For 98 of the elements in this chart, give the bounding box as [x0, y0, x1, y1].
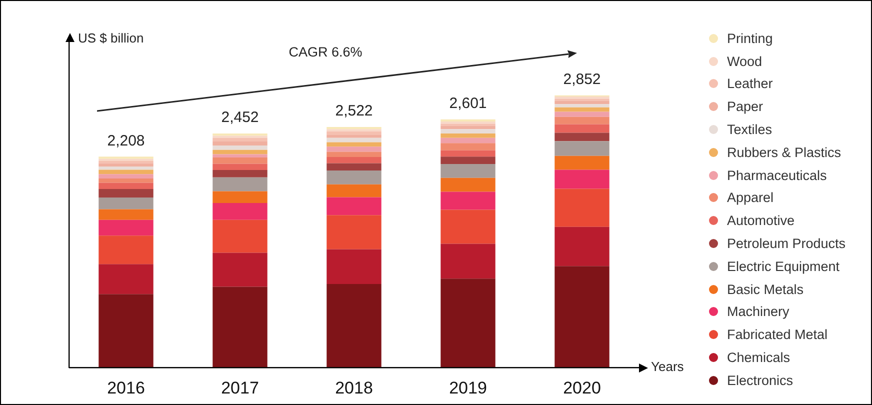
bar — [440, 178, 496, 192]
y-axis-title: US $ billion — [78, 30, 144, 46]
bar — [440, 138, 496, 144]
bar — [212, 286, 268, 368]
legend-label: Petroleum Products — [727, 236, 846, 252]
bar — [326, 163, 382, 171]
bar — [554, 124, 610, 133]
bar — [326, 184, 382, 198]
legend-label: Textiles — [727, 122, 772, 138]
bar — [326, 215, 382, 250]
bar — [326, 152, 382, 157]
bar — [98, 166, 154, 170]
bar — [212, 146, 268, 150]
legend-label: Basic Metals — [727, 282, 804, 297]
legend-label: Printing — [727, 30, 773, 46]
bar — [554, 156, 610, 170]
bar — [326, 249, 382, 284]
bar — [440, 126, 496, 130]
bar — [98, 163, 154, 166]
bar — [98, 170, 154, 174]
legend-label: Rubbers & Plastics — [727, 144, 842, 160]
bar — [440, 119, 496, 122]
legend-label: Leather — [727, 76, 773, 92]
legend-label: Automotive — [727, 213, 795, 228]
bar — [440, 156, 496, 164]
bar — [554, 170, 610, 189]
bar — [554, 266, 610, 368]
x-tick-label: 2016 — [107, 378, 145, 398]
bar — [212, 157, 268, 164]
bar — [98, 174, 154, 178]
bar — [98, 294, 154, 368]
bar — [212, 138, 268, 142]
legend-label: Pharmaceuticals — [727, 168, 827, 183]
bar — [554, 100, 610, 104]
legend-label: Electronics — [727, 372, 794, 388]
bar — [98, 189, 154, 198]
bar — [98, 264, 154, 294]
bar — [98, 209, 154, 220]
bar — [212, 164, 268, 170]
bar — [98, 236, 154, 264]
legend-label: Fabricated Metal — [727, 327, 828, 342]
bar — [440, 143, 496, 150]
bar — [554, 226, 610, 266]
bar — [440, 244, 496, 279]
bar — [212, 150, 268, 154]
bar — [554, 104, 610, 108]
bar — [554, 141, 610, 156]
legend-label: Wood — [727, 54, 762, 69]
bar — [440, 164, 496, 178]
bar — [326, 138, 382, 142]
bar — [212, 154, 268, 158]
bar — [326, 142, 382, 147]
annotation: 2,208 — [107, 132, 145, 150]
bar — [554, 107, 610, 112]
x-tick-label: 2017 — [221, 378, 259, 398]
legend-label: Machinery — [727, 304, 790, 320]
annotation: 2,522 — [335, 102, 373, 120]
bar — [554, 132, 610, 142]
bar — [98, 158, 154, 162]
bar — [98, 220, 154, 236]
bar — [212, 141, 268, 146]
annotation: 2,601 — [449, 95, 487, 112]
bar — [440, 278, 496, 368]
bar — [554, 112, 610, 117]
bar — [212, 252, 268, 287]
x-tick-label: 2018 — [335, 378, 373, 398]
text: CAGR 6.6% — [288, 44, 362, 60]
bar — [98, 182, 154, 190]
bar — [326, 131, 382, 135]
x-axis-title: Years — [651, 359, 684, 374]
bar — [98, 178, 154, 183]
bar — [326, 134, 382, 138]
legend-label: Electric Equipment — [727, 258, 840, 274]
bar — [326, 170, 382, 184]
bar — [98, 197, 154, 210]
legend-label: Paper — [727, 99, 764, 114]
bar — [440, 192, 496, 210]
bar — [212, 202, 268, 220]
bar — [554, 188, 610, 227]
bar — [554, 116, 610, 124]
bar — [212, 177, 268, 192]
x-tick-label: 2020 — [563, 378, 601, 398]
bar — [440, 150, 496, 157]
annotation: 2,852 — [563, 71, 601, 88]
bar — [326, 197, 382, 216]
annotation: 2,452 — [221, 109, 259, 126]
bar — [326, 156, 382, 164]
x-tick-label: 2019 — [449, 378, 487, 398]
bar — [326, 146, 382, 152]
legend-label: Chemicals — [727, 350, 790, 366]
bar — [326, 284, 382, 368]
bar — [212, 170, 268, 178]
bar — [440, 129, 496, 134]
bar — [440, 210, 496, 244]
bar — [212, 220, 268, 253]
bar — [440, 134, 496, 138]
legend-label: Apparel — [727, 190, 774, 206]
bar — [212, 191, 268, 203]
